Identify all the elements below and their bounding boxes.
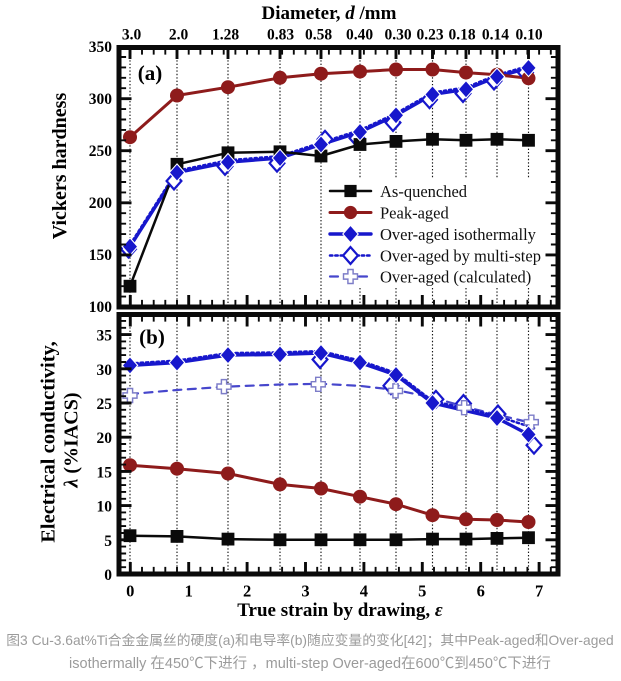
svg-text:1: 1 (185, 582, 193, 601)
svg-text:0.40: 0.40 (346, 27, 373, 44)
svg-text:(b): (b) (139, 325, 165, 349)
svg-text:3: 3 (301, 582, 309, 601)
svg-text:100: 100 (89, 299, 113, 316)
svg-text:200: 200 (89, 195, 113, 212)
svg-text:30: 30 (97, 362, 113, 379)
svg-text:As-quenched: As-quenched (380, 182, 468, 201)
svg-text:Over-aged isothermally: Over-aged isothermally (380, 225, 537, 244)
svg-text:0.58: 0.58 (305, 27, 332, 44)
svg-text:0: 0 (126, 582, 134, 601)
svg-text:Peak-aged: Peak-aged (380, 203, 449, 222)
svg-text:图3 Cu-3.6at%Ti合金金属丝的硬度(a)和电导率(: 图3 Cu-3.6at%Ti合金金属丝的硬度(a)和电导率(b)随应变量的变化[… (6, 632, 613, 649)
svg-text:0: 0 (104, 567, 112, 584)
svg-text:25: 25 (97, 396, 113, 413)
svg-text:True strain by drawing, ε: True strain by drawing, ε (237, 600, 443, 621)
svg-text:(a): (a) (138, 61, 163, 85)
svg-text:0.83: 0.83 (267, 27, 294, 44)
svg-text:Diameter, d /mm: Diameter, d /mm (262, 3, 397, 24)
svg-text:2: 2 (243, 582, 251, 601)
svg-text:Over-aged (calculated): Over-aged (calculated) (380, 267, 531, 286)
svg-text:4: 4 (360, 582, 368, 601)
svg-text:250: 250 (89, 143, 113, 160)
svg-text:0.23: 0.23 (416, 27, 443, 44)
svg-text:Electrical conductivity,: Electrical conductivity, (38, 341, 60, 543)
svg-text:Vickers hardness: Vickers hardness (49, 93, 71, 240)
svg-text:35: 35 (97, 328, 113, 345)
svg-text:3.0: 3.0 (122, 27, 142, 44)
svg-text:isothermally 在450℃下进行 ，multi-s: isothermally 在450℃下进行 ，multi-step Over-a… (69, 655, 551, 672)
svg-text:Over-aged by multi-step: Over-aged by multi-step (380, 246, 541, 265)
svg-text:5: 5 (104, 533, 112, 550)
svg-text:6: 6 (477, 582, 485, 601)
svg-text:0.30: 0.30 (384, 27, 411, 44)
svg-text:20: 20 (97, 430, 113, 447)
svg-text:150: 150 (89, 247, 113, 264)
svg-text:2.0: 2.0 (169, 27, 189, 44)
svg-text:300: 300 (89, 91, 113, 108)
svg-text:5: 5 (418, 582, 426, 601)
svg-text:350: 350 (89, 39, 113, 56)
svg-text:10: 10 (97, 499, 113, 516)
svg-text:1.28: 1.28 (212, 27, 239, 44)
svg-text:0.14: 0.14 (482, 27, 509, 44)
svg-text:15: 15 (97, 464, 113, 481)
svg-text:0.10: 0.10 (515, 27, 542, 44)
svg-text:7: 7 (535, 582, 543, 601)
svg-text:λ (%IACS): λ (%IACS) (61, 392, 83, 488)
svg-text:0.18: 0.18 (448, 27, 475, 44)
